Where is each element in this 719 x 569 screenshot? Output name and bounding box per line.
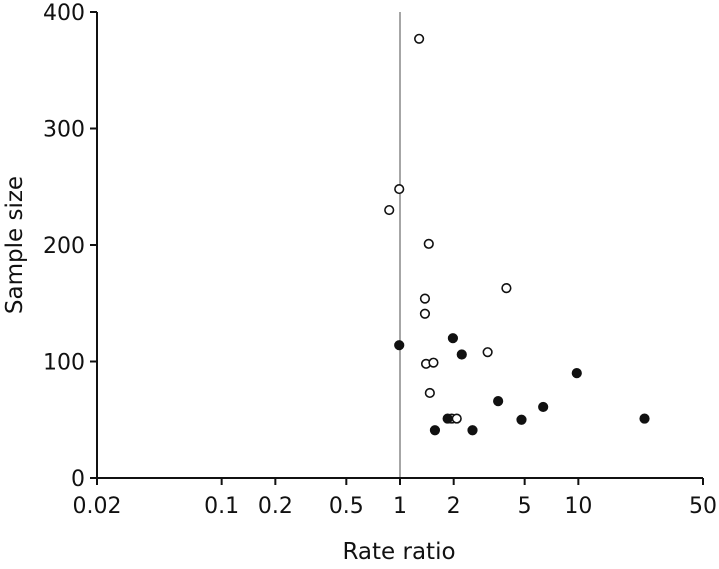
filled-point — [467, 425, 478, 436]
open-point — [394, 183, 405, 195]
y-tick-label: 200 — [43, 234, 85, 259]
open-point — [384, 204, 395, 216]
filled-point — [447, 333, 459, 344]
x-tick-label: 10 — [564, 494, 592, 519]
y-tick-label: 400 — [43, 1, 85, 26]
open-point — [501, 283, 512, 294]
x-tick-label: 5 — [518, 494, 532, 519]
open-point — [428, 357, 439, 368]
ticks-group: 0 100 200 300 400 0.02 0.1 0.2 0.5 1 2 5 10 50 — [43, 1, 717, 519]
filled-point — [442, 413, 453, 424]
filled-point — [429, 425, 441, 436]
x-tick-label: 50 — [689, 494, 717, 519]
open-point — [419, 293, 431, 304]
x-tick-label: 0.2 — [258, 494, 293, 519]
filled-point — [639, 413, 650, 424]
x-tick-label: 0.5 — [329, 494, 364, 519]
open-point — [482, 347, 493, 358]
open-point — [451, 413, 462, 424]
x-tick-label: 2 — [447, 494, 461, 519]
open-point — [419, 308, 431, 319]
open-point — [423, 238, 434, 249]
open-point — [414, 33, 425, 44]
y-axis-title: Sample size — [2, 176, 28, 314]
y-tick-label: 0 — [71, 467, 85, 492]
filled-point — [516, 414, 527, 425]
y-tick-label: 300 — [43, 118, 85, 143]
x-axis-title: Rate ratio — [342, 539, 455, 565]
y-tick-label: 100 — [43, 351, 85, 376]
x-tick-label: 1 — [393, 494, 407, 519]
points-group — [384, 33, 650, 436]
filled-point — [571, 368, 582, 379]
open-point — [424, 387, 435, 399]
filled-point — [493, 396, 504, 407]
filled-point — [538, 401, 549, 413]
x-tick-label: 0.02 — [73, 494, 122, 519]
filled-point — [394, 340, 405, 351]
x-tick-label: 0.1 — [204, 494, 239, 519]
filled-point — [456, 349, 467, 360]
